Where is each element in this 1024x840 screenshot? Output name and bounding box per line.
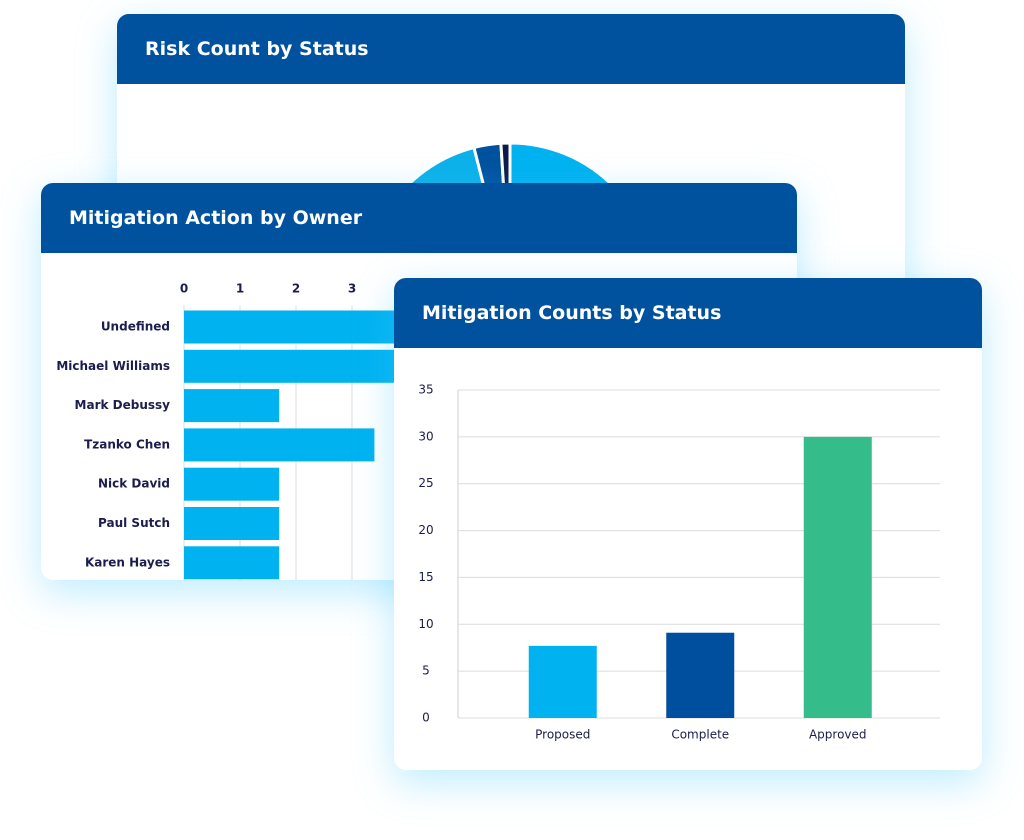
x-tick-label: 2 — [292, 282, 300, 296]
bar — [184, 546, 280, 580]
bar — [666, 632, 735, 718]
y-tick-label: 25 — [418, 476, 433, 490]
bar — [528, 645, 597, 718]
bar-card: Mitigation Counts by Status 0 5 10 15 20 25 30… — [394, 278, 982, 770]
bar — [184, 389, 280, 423]
y-tick-label: Mark Debussy — [75, 398, 171, 412]
y-tick-label: Paul Sutch — [98, 516, 170, 530]
x-tick-label: Complete — [671, 728, 729, 742]
card-header: Risk Count by Status — [117, 14, 905, 84]
card-header: Mitigation Counts by Status — [394, 278, 982, 348]
bar — [184, 507, 280, 540]
y-tick-label: 15 — [418, 570, 433, 584]
x-tick-label: 0 — [180, 282, 188, 296]
y-tick-label: Undefined — [101, 320, 170, 334]
y-tick-label: 5 — [422, 664, 430, 678]
x-tick-label: 3 — [348, 282, 356, 296]
card-title: Mitigation Action by Owner — [69, 207, 363, 229]
bar — [803, 436, 872, 718]
x-tick-label: 1 — [236, 282, 244, 296]
y-tick-label: 35 — [418, 383, 433, 397]
bar — [184, 467, 280, 501]
bar — [184, 428, 375, 462]
card-title: Risk Count by Status — [145, 38, 369, 60]
y-tick-label: Michael Williams — [56, 359, 170, 373]
y-tick-label: Nick David — [98, 477, 170, 491]
y-tick-label: 0 — [422, 711, 430, 725]
y-tick-label: Tzanko Chen — [84, 437, 170, 451]
x-tick-label: Approved — [809, 728, 867, 742]
y-tick-label: 20 — [418, 523, 433, 537]
card-header: Mitigation Action by Owner — [41, 183, 797, 253]
y-tick-label: 10 — [418, 617, 433, 631]
chart: 0 5 10 15 20 25 30 35 Proposed Complete Approved — [418, 383, 940, 742]
x-tick-label: Proposed — [535, 728, 590, 742]
y-tick-label: Karen Hayes — [85, 555, 170, 569]
y-tick-label: 30 — [418, 429, 433, 443]
card-title: Mitigation Counts by Status — [422, 302, 722, 324]
